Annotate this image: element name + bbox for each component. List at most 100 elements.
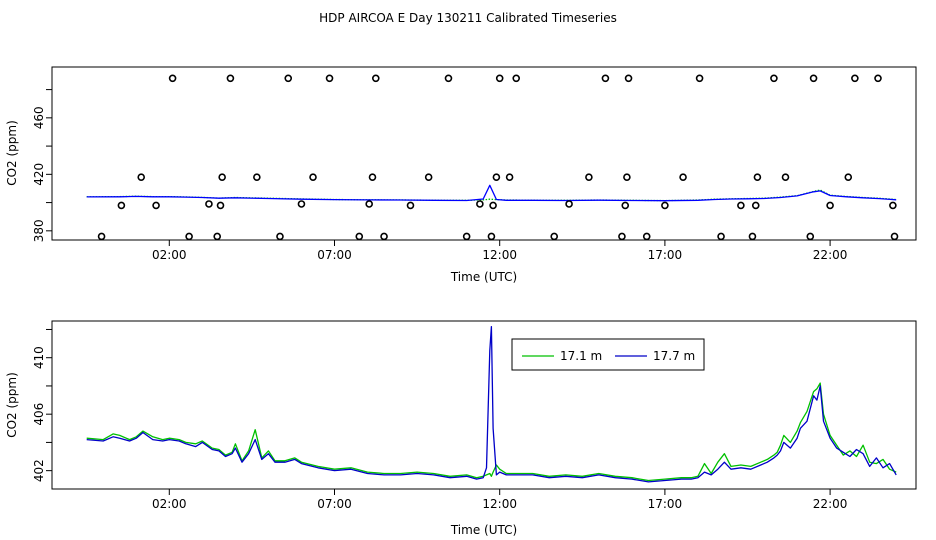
series-line-1 [86,189,897,202]
x-tick-label: 22:00 [813,248,848,262]
scatter-point [748,232,757,241]
panel-2-series [86,325,897,483]
x-tick-label: 12:00 [482,248,517,262]
scatter-point [117,201,126,210]
scatter-point [365,200,373,208]
scatter-point [781,173,790,181]
scatter-point [368,173,377,181]
x-tick-label: 02:00 [152,497,187,511]
scatter-point [444,74,453,83]
panel-1-x-label: Time (UTC) [450,270,517,284]
scatter-point [476,200,484,208]
scatter-point [297,200,306,208]
legend: 17.1 m 17.7 m [511,338,705,371]
scatter-point [890,232,899,241]
scatter-point [642,232,651,241]
scatter-point [826,201,834,210]
scatter-point [137,173,146,181]
scatter-point [380,232,388,241]
scatter-point [623,173,631,181]
scatter-point [253,173,261,181]
scatter-point [185,232,193,241]
scatter-point [216,201,225,210]
scatter-point [462,232,471,241]
x-tick-label: 07:00 [317,497,352,511]
panel-1-series [86,74,899,241]
scatter-point [585,173,593,181]
scatter-point [844,173,853,181]
scatter-point [205,200,213,208]
y-tick-label: 420 [32,163,46,186]
scatter-point [565,200,573,208]
scatter-point [487,232,496,241]
scatter-point [695,74,704,83]
scatter-point [152,201,160,210]
scatter-point [489,201,497,210]
panel-2: 02:00 07:00 12:00 17:00 22:00 402 406 410 Time… [5,320,917,537]
scatter-point [424,173,433,181]
panel-2-y-axis: 402 406 410 [32,328,52,482]
scatter-point [679,173,687,181]
x-tick-label: 12:00 [482,497,517,511]
scatter-point [226,74,235,83]
series-line-1 [86,382,897,482]
scatter-point [325,74,334,83]
scatter-point [406,201,415,210]
scatter-point [213,232,222,241]
scatter-point [751,201,760,210]
scatter-point [661,201,669,210]
panel-2-frame [51,320,917,490]
scatter-point [550,232,559,241]
scatter-point [218,173,226,181]
legend-label-17-7m: 17.7 m [653,349,695,363]
scatter-point [851,74,859,83]
panel-1-y-label: CO2 (ppm) [5,120,19,186]
x-tick-label: 17:00 [648,248,683,262]
scatter-point [618,232,626,241]
legend-box [511,338,705,371]
y-tick-label: 402 [32,459,46,482]
scatter-point [874,74,882,83]
series-line-2 [86,325,897,483]
scatter-point [889,201,897,210]
scatter-point [601,74,610,83]
panel-1: 02:00 07:00 12:00 17:00 22:00 380 420 460 Time… [5,66,917,284]
x-tick-label: 22:00 [813,497,848,511]
x-tick-label: 17:00 [648,497,683,511]
scatter-point [512,74,521,83]
x-tick-label: 07:00 [317,248,352,262]
scatter-point [624,74,633,83]
scatter-point [97,232,106,241]
scatter-point [737,201,745,210]
y-tick-label: 380 [32,219,46,242]
scatter-point [770,74,778,83]
scatter-point [505,173,514,181]
scatter-point [621,201,630,210]
y-tick-label: 406 [32,403,46,426]
series-line-2 [86,184,897,202]
panel-2-x-axis: 02:00 07:00 12:00 17:00 22:00 [152,489,847,511]
y-tick-label: 460 [32,106,46,129]
panel-2-y-label: CO2 (ppm) [5,372,19,438]
scatter-point [309,173,317,181]
y-tick-label: 410 [32,346,46,369]
scatter-point [495,74,504,83]
scatter-point [355,232,364,241]
scatter-point [492,173,501,181]
scatter-point [717,232,725,241]
scatter-point [371,74,380,83]
legend-label-17-1m: 17.1 m [560,349,602,363]
scatter-point [753,173,762,181]
panel-2-x-label: Time (UTC) [450,523,517,537]
scatter-point [168,74,177,83]
scatter-point [806,232,815,241]
scatter-point [809,74,818,83]
chart-title: HDP AIRCOA E Day 130211 Calibrated Times… [319,11,617,25]
panel-1-y-axis: 380 420 460 [32,89,52,242]
x-tick-label: 02:00 [152,248,187,262]
panel-1-x-axis: 02:00 07:00 12:00 17:00 22:00 [152,240,847,262]
scatter-point [284,74,293,83]
scatter-point [276,232,284,241]
panel-1-frame [51,66,917,241]
